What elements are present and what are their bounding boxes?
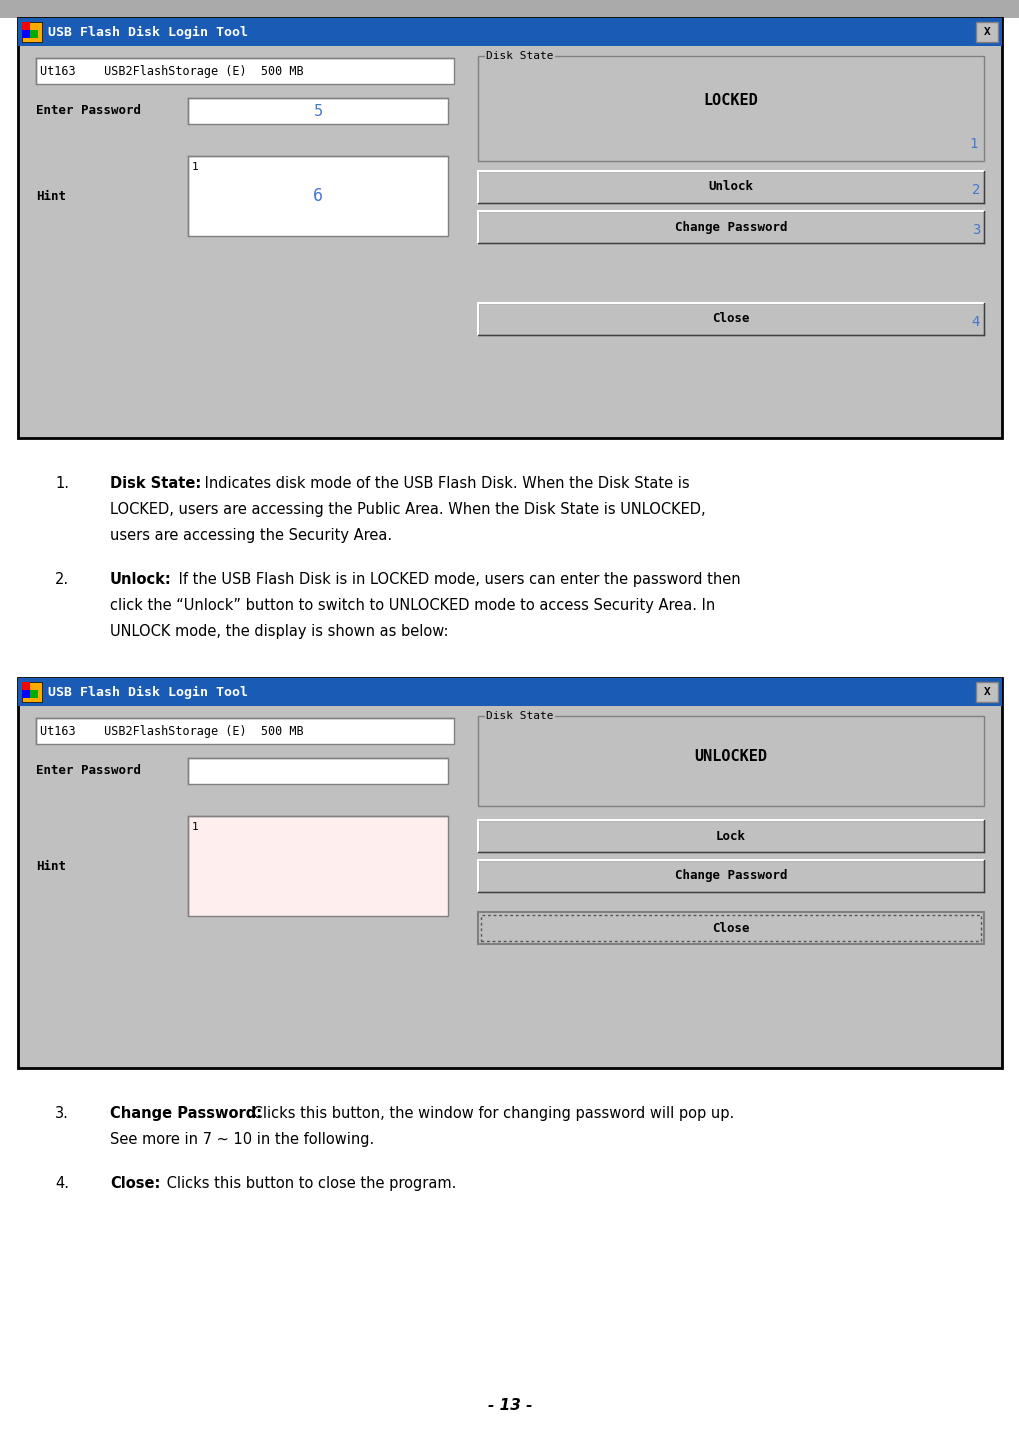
Text: X: X	[982, 27, 989, 37]
Text: Indicates disk mode of the USB Flash Disk. When the Disk State is: Indicates disk mode of the USB Flash Dis…	[200, 476, 689, 491]
Bar	[22, 22, 42, 42]
Bar	[478, 211, 983, 243]
Text: Close:: Close:	[110, 1175, 160, 1191]
Text: users are accessing the Security Area.: users are accessing the Security Area.	[110, 527, 391, 543]
Bar	[22, 690, 30, 698]
Text: Hint: Hint	[36, 190, 66, 203]
Text: Unlock: Unlock	[708, 181, 753, 194]
Bar	[18, 19, 1001, 438]
Text: Disk State:: Disk State:	[110, 476, 201, 491]
Text: Clicks this button to close the program.: Clicks this button to close the program.	[162, 1175, 455, 1191]
Bar	[478, 303, 983, 335]
Text: 1: 1	[192, 822, 199, 832]
Text: 1.: 1.	[55, 476, 69, 491]
Text: 4.: 4.	[55, 1175, 69, 1191]
Text: Change Password: Change Password	[675, 220, 787, 233]
Text: Enter Password: Enter Password	[36, 764, 141, 777]
Bar	[478, 821, 983, 852]
Bar	[975, 683, 997, 703]
Bar	[975, 22, 997, 42]
Text: Change Password: Change Password	[675, 869, 787, 882]
Bar	[36, 57, 453, 83]
Bar	[30, 690, 38, 698]
Text: Enter Password: Enter Password	[36, 105, 141, 118]
Text: UNLOCK mode, the display is shown as below:: UNLOCK mode, the display is shown as bel…	[110, 624, 448, 639]
Bar	[187, 98, 447, 124]
Text: 6: 6	[313, 187, 323, 205]
Text: UNLOCKED: UNLOCKED	[694, 749, 766, 764]
Text: LOCKED, users are accessing the Public Area. When the Disk State is UNLOCKED,: LOCKED, users are accessing the Public A…	[110, 502, 705, 517]
Text: USB Flash Disk Login Tool: USB Flash Disk Login Tool	[48, 685, 248, 698]
Text: Change Password:: Change Password:	[110, 1106, 262, 1121]
Text: 5: 5	[313, 103, 322, 118]
Bar	[22, 683, 30, 690]
Text: Hint: Hint	[36, 859, 66, 872]
Text: Lock: Lock	[715, 829, 745, 842]
Text: LOCKED: LOCKED	[703, 92, 758, 108]
Text: 4: 4	[971, 315, 979, 329]
Bar	[187, 816, 447, 915]
Text: Disk State: Disk State	[485, 711, 553, 721]
Text: click the “Unlock” button to switch to UNLOCKED mode to access Security Area. In: click the “Unlock” button to switch to U…	[110, 598, 714, 614]
Bar	[481, 915, 980, 941]
Text: See more in 7 ~ 10 in the following.: See more in 7 ~ 10 in the following.	[110, 1132, 374, 1147]
Bar	[478, 716, 983, 806]
Bar	[18, 678, 1001, 1068]
Text: Disk State: Disk State	[485, 50, 553, 60]
Bar	[478, 171, 983, 203]
Bar	[22, 683, 42, 703]
Text: 3.: 3.	[55, 1106, 69, 1121]
Text: Ut163    USB2FlashStorage (E)  500 MB: Ut163 USB2FlashStorage (E) 500 MB	[40, 65, 304, 78]
Bar	[478, 912, 983, 944]
Text: Ut163    USB2FlashStorage (E)  500 MB: Ut163 USB2FlashStorage (E) 500 MB	[40, 724, 304, 737]
Bar	[187, 157, 447, 236]
Bar	[478, 859, 983, 892]
Bar	[18, 19, 1001, 46]
Bar	[0, 0, 1019, 19]
Text: Clicks this button, the window for changing password will pop up.: Clicks this button, the window for chang…	[248, 1106, 734, 1121]
Bar	[22, 22, 30, 30]
Text: If the USB Flash Disk is in LOCKED mode, users can enter the password then: If the USB Flash Disk is in LOCKED mode,…	[174, 572, 740, 586]
Bar	[30, 30, 38, 37]
Bar	[36, 718, 453, 744]
Text: 1: 1	[969, 137, 977, 151]
Text: 2: 2	[971, 182, 979, 197]
Text: X: X	[982, 687, 989, 697]
Bar	[22, 30, 30, 37]
Text: 1: 1	[192, 162, 199, 172]
Bar	[187, 757, 447, 785]
Text: Close: Close	[711, 312, 749, 326]
Bar	[478, 56, 983, 161]
Text: - 13 -: - 13 -	[487, 1398, 532, 1413]
Text: USB Flash Disk Login Tool: USB Flash Disk Login Tool	[48, 26, 248, 39]
Text: Unlock:: Unlock:	[110, 572, 171, 586]
Text: 3: 3	[971, 223, 979, 237]
Bar	[18, 678, 1001, 706]
Text: 2.: 2.	[55, 572, 69, 586]
Text: Close: Close	[711, 921, 749, 934]
